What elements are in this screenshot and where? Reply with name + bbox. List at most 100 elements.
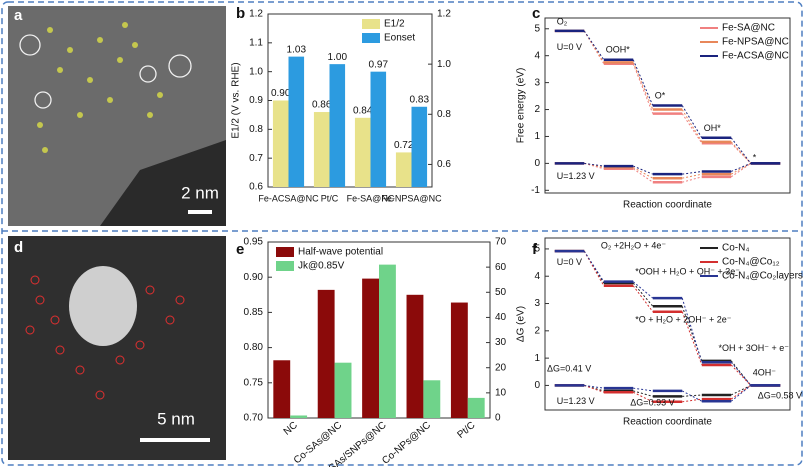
panel-label: f xyxy=(532,241,538,258)
nanoparticle xyxy=(69,266,137,346)
y-tick-label: 4 xyxy=(534,271,540,282)
legend-label: Eonset xyxy=(384,33,415,44)
value-label: 0.86 xyxy=(312,100,332,111)
connector xyxy=(583,30,605,61)
bar xyxy=(467,397,485,418)
annotation: O₂ +2H₂O + 4e⁻ xyxy=(601,241,667,251)
legend-swatch xyxy=(362,19,380,29)
x-tick-label: Pt/C xyxy=(321,193,339,203)
connector xyxy=(682,394,702,397)
connector xyxy=(632,285,654,313)
connector xyxy=(682,170,702,175)
bar xyxy=(406,294,424,418)
y2-tick-label: 60 xyxy=(495,262,507,273)
connector xyxy=(632,62,654,110)
atom-dots xyxy=(37,22,163,153)
connector xyxy=(681,105,703,139)
plot-frame xyxy=(544,17,791,194)
y-tick-label: 0.85 xyxy=(244,307,264,318)
bar xyxy=(362,278,379,418)
annotation: OOH* xyxy=(606,45,631,55)
y-tick-label: 1 xyxy=(534,131,540,142)
connector xyxy=(632,63,654,114)
connector xyxy=(632,168,654,183)
y2-tick-label: 0 xyxy=(495,413,501,424)
y-tick-label: 0 xyxy=(534,380,540,391)
connector xyxy=(730,361,752,386)
connector xyxy=(632,282,654,307)
bar xyxy=(288,56,305,188)
legend-swatch xyxy=(276,261,294,271)
connector xyxy=(682,398,702,403)
annotation: U=1.23 V xyxy=(557,396,595,406)
value-label: 1.00 xyxy=(328,52,348,63)
connector xyxy=(633,387,653,392)
x-tick-label: Fe-ACSA@NC xyxy=(258,193,319,203)
y-tick-label: 2 xyxy=(534,104,540,115)
y-tick-label: 0.8 xyxy=(249,124,263,135)
legend-label: Fe-SA@NC xyxy=(722,23,775,34)
connector xyxy=(583,250,605,282)
y-axis-title: ΔG (eV) xyxy=(516,306,527,342)
legend-swatch xyxy=(276,247,294,257)
y2-tick-label: 70 xyxy=(495,237,507,248)
bar xyxy=(329,64,346,187)
legend-label: Fe-NPSA@NC xyxy=(722,37,789,48)
y-tick-label: 0.80 xyxy=(244,342,264,353)
bar xyxy=(370,71,387,187)
y-tick-label: 5 xyxy=(534,244,540,255)
y-tick-label: 4 xyxy=(534,50,540,61)
scale-bar-label: 2 nm xyxy=(181,183,219,202)
scale-bar-label: 5 nm xyxy=(157,409,195,428)
value-label: 0.83 xyxy=(410,94,430,105)
bar xyxy=(411,106,428,187)
bar xyxy=(379,264,396,418)
y-tick-label: 0.90 xyxy=(244,272,264,283)
legend-label: Co-N₄@Co₁₂ xyxy=(722,257,780,268)
annotation: U=0 V xyxy=(557,257,582,267)
y-axis-title: Free energy (eV) xyxy=(516,68,527,144)
connector xyxy=(584,162,604,168)
legend-label: Fe-ACSA@NC xyxy=(722,51,789,62)
bar xyxy=(272,100,289,187)
connector xyxy=(633,390,653,397)
connector xyxy=(682,176,702,183)
connector xyxy=(730,162,752,178)
bar xyxy=(450,302,468,418)
connector xyxy=(584,384,604,392)
annotation: *O + H₂O + 2OH⁻ + 2e⁻ xyxy=(635,314,732,324)
y-tick-label: 0.7 xyxy=(249,153,263,164)
connector xyxy=(731,162,751,172)
x-tick-label: Fe-SA@NC xyxy=(347,193,395,203)
y-tick-label: 1 xyxy=(534,353,540,364)
connector xyxy=(584,384,604,393)
y2-tick-label: 40 xyxy=(495,312,507,323)
y-tick-label: 2 xyxy=(534,325,540,336)
y-tick-label: 1.1 xyxy=(249,37,263,48)
y-tick-label: 1.0 xyxy=(249,66,263,77)
legend-label: E1/2 xyxy=(384,19,405,30)
x-tick-label: Co-NPs@NC xyxy=(380,420,433,467)
bar xyxy=(423,380,441,418)
y2-tick-label: 10 xyxy=(495,387,507,398)
connector xyxy=(633,165,653,175)
annotation: 4OH⁻ xyxy=(753,368,777,378)
annotation: OH* xyxy=(704,123,722,133)
connector xyxy=(681,297,703,363)
y-tick-label: 0.9 xyxy=(249,95,263,106)
y-tick-label: 0.70 xyxy=(244,413,264,424)
connector xyxy=(584,162,604,170)
y-tick-label: 1.2 xyxy=(249,9,263,20)
y2-tick-label: 1.2 xyxy=(437,9,451,20)
micrograph-shade xyxy=(100,140,226,226)
value-label: 0.72 xyxy=(394,140,414,151)
connector xyxy=(730,142,752,164)
atom-circles xyxy=(19,34,192,109)
atom-circles xyxy=(25,275,185,400)
y-axis-title: E1/2 (V vs. RHE) xyxy=(231,62,242,138)
y2-tick-label: 20 xyxy=(495,362,507,373)
panel-label: d xyxy=(14,239,23,256)
value-label: 1.03 xyxy=(287,44,307,55)
